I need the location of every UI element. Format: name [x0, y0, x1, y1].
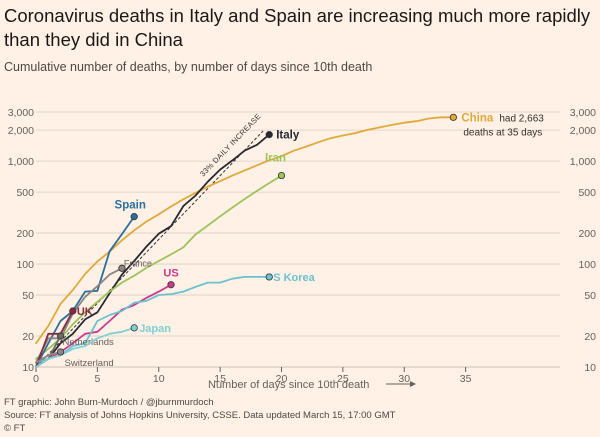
y-tick-label-right: 1,000 [570, 156, 596, 168]
series-label-netherlands: Netherlands [63, 337, 114, 348]
x-tick-label: 30 [398, 373, 410, 385]
series-label-iran: Iran [265, 153, 286, 165]
series-label-japan: Japan [139, 323, 171, 335]
series-endpoint-us [167, 281, 175, 289]
series-label-switzerland: Switzerland [65, 358, 114, 369]
series-line-china [35, 116, 455, 345]
series-endpoint-iran [277, 171, 286, 180]
x-tick-label: 10 [153, 373, 165, 385]
y-tick-label-right: 2,000 [570, 125, 596, 137]
x-axis-title: Number of days since 10th death [208, 379, 369, 391]
series-endpoint-france [118, 264, 126, 272]
series-annotation-china: had 2,663 [499, 113, 544, 124]
series-label-italy: Italy [276, 130, 300, 142]
series-label-uk: UK [77, 306, 93, 318]
series-line-japan [35, 326, 136, 368]
series-line-italy [35, 133, 271, 368]
series-endpoint-uk [69, 307, 77, 315]
y-tick-label-left: 200 [16, 228, 34, 240]
graphic-credit: FT graphic: John Burn-Murdoch / @jburnmu… [4, 397, 214, 408]
x-tick-label: 35 [460, 373, 472, 385]
series-endpoint-netherlands [56, 332, 65, 340]
y-tick-label-left: 10 [22, 362, 34, 374]
y-tick-label-left: 1,000 [8, 156, 34, 168]
series-label-us: US [163, 268, 178, 280]
y-tick-label-right: 20 [584, 331, 596, 343]
series-line-uk [35, 310, 74, 368]
y-tick-label-right: 3,000 [570, 107, 596, 119]
series-endpoint-spain [130, 213, 138, 221]
series-label-s-korea: S Korea [273, 272, 315, 284]
series-line-spain [35, 215, 136, 368]
x-tick-label: 5 [94, 373, 100, 385]
y-tick-label-left: 20 [22, 331, 34, 343]
series-line-switzerland [35, 351, 62, 364]
y-tick-label-left: 100 [16, 259, 34, 271]
source-note: Source: FT analysis of Johns Hopkins Uni… [4, 410, 396, 421]
copyright: © FT [4, 423, 26, 434]
y-tick-label-right: 10 [584, 362, 596, 374]
series-line-iran [35, 174, 283, 360]
y-tick-label-right: 100 [578, 259, 596, 271]
series-line-s-korea [35, 275, 271, 364]
reference-line [35, 130, 264, 368]
series-endpoint-china [449, 113, 457, 121]
x-tick-label: 25 [337, 373, 349, 385]
chart-title: Coronavirus deaths in Italy and Spain ar… [4, 5, 591, 50]
series-endpoint-s-korea [265, 273, 273, 281]
series-line-france [35, 267, 123, 364]
reference-line-label: 33% DAILY INCREASE [198, 112, 263, 179]
x-tick-label: 0 [33, 373, 39, 385]
y-tick-label-left: 500 [16, 187, 34, 199]
x-tick-label: 15 [214, 373, 226, 385]
chart-subtitle: Cumulative number of deaths, by number o… [4, 60, 373, 74]
series-annotation-china: deaths at 35 days [463, 127, 542, 138]
y-tick-label-right: 200 [578, 228, 596, 240]
y-tick-label-right: 50 [584, 290, 596, 302]
series-endpoint-switzerland [56, 348, 65, 356]
series-label-france: France [124, 258, 152, 268]
y-tick-label-left: 3,000 [8, 107, 34, 119]
x-tick-label: 20 [276, 373, 288, 385]
series-endpoint-italy [265, 131, 273, 139]
series-endpoint-japan [130, 324, 138, 332]
y-tick-label-right: 500 [578, 187, 596, 199]
y-tick-label-left: 2,000 [8, 125, 34, 137]
y-tick-label-left: 50 [22, 290, 34, 302]
series-label-china: China [461, 112, 494, 124]
x-axis-arrow-head [410, 381, 416, 387]
series-label-spain: Spain [115, 200, 146, 212]
